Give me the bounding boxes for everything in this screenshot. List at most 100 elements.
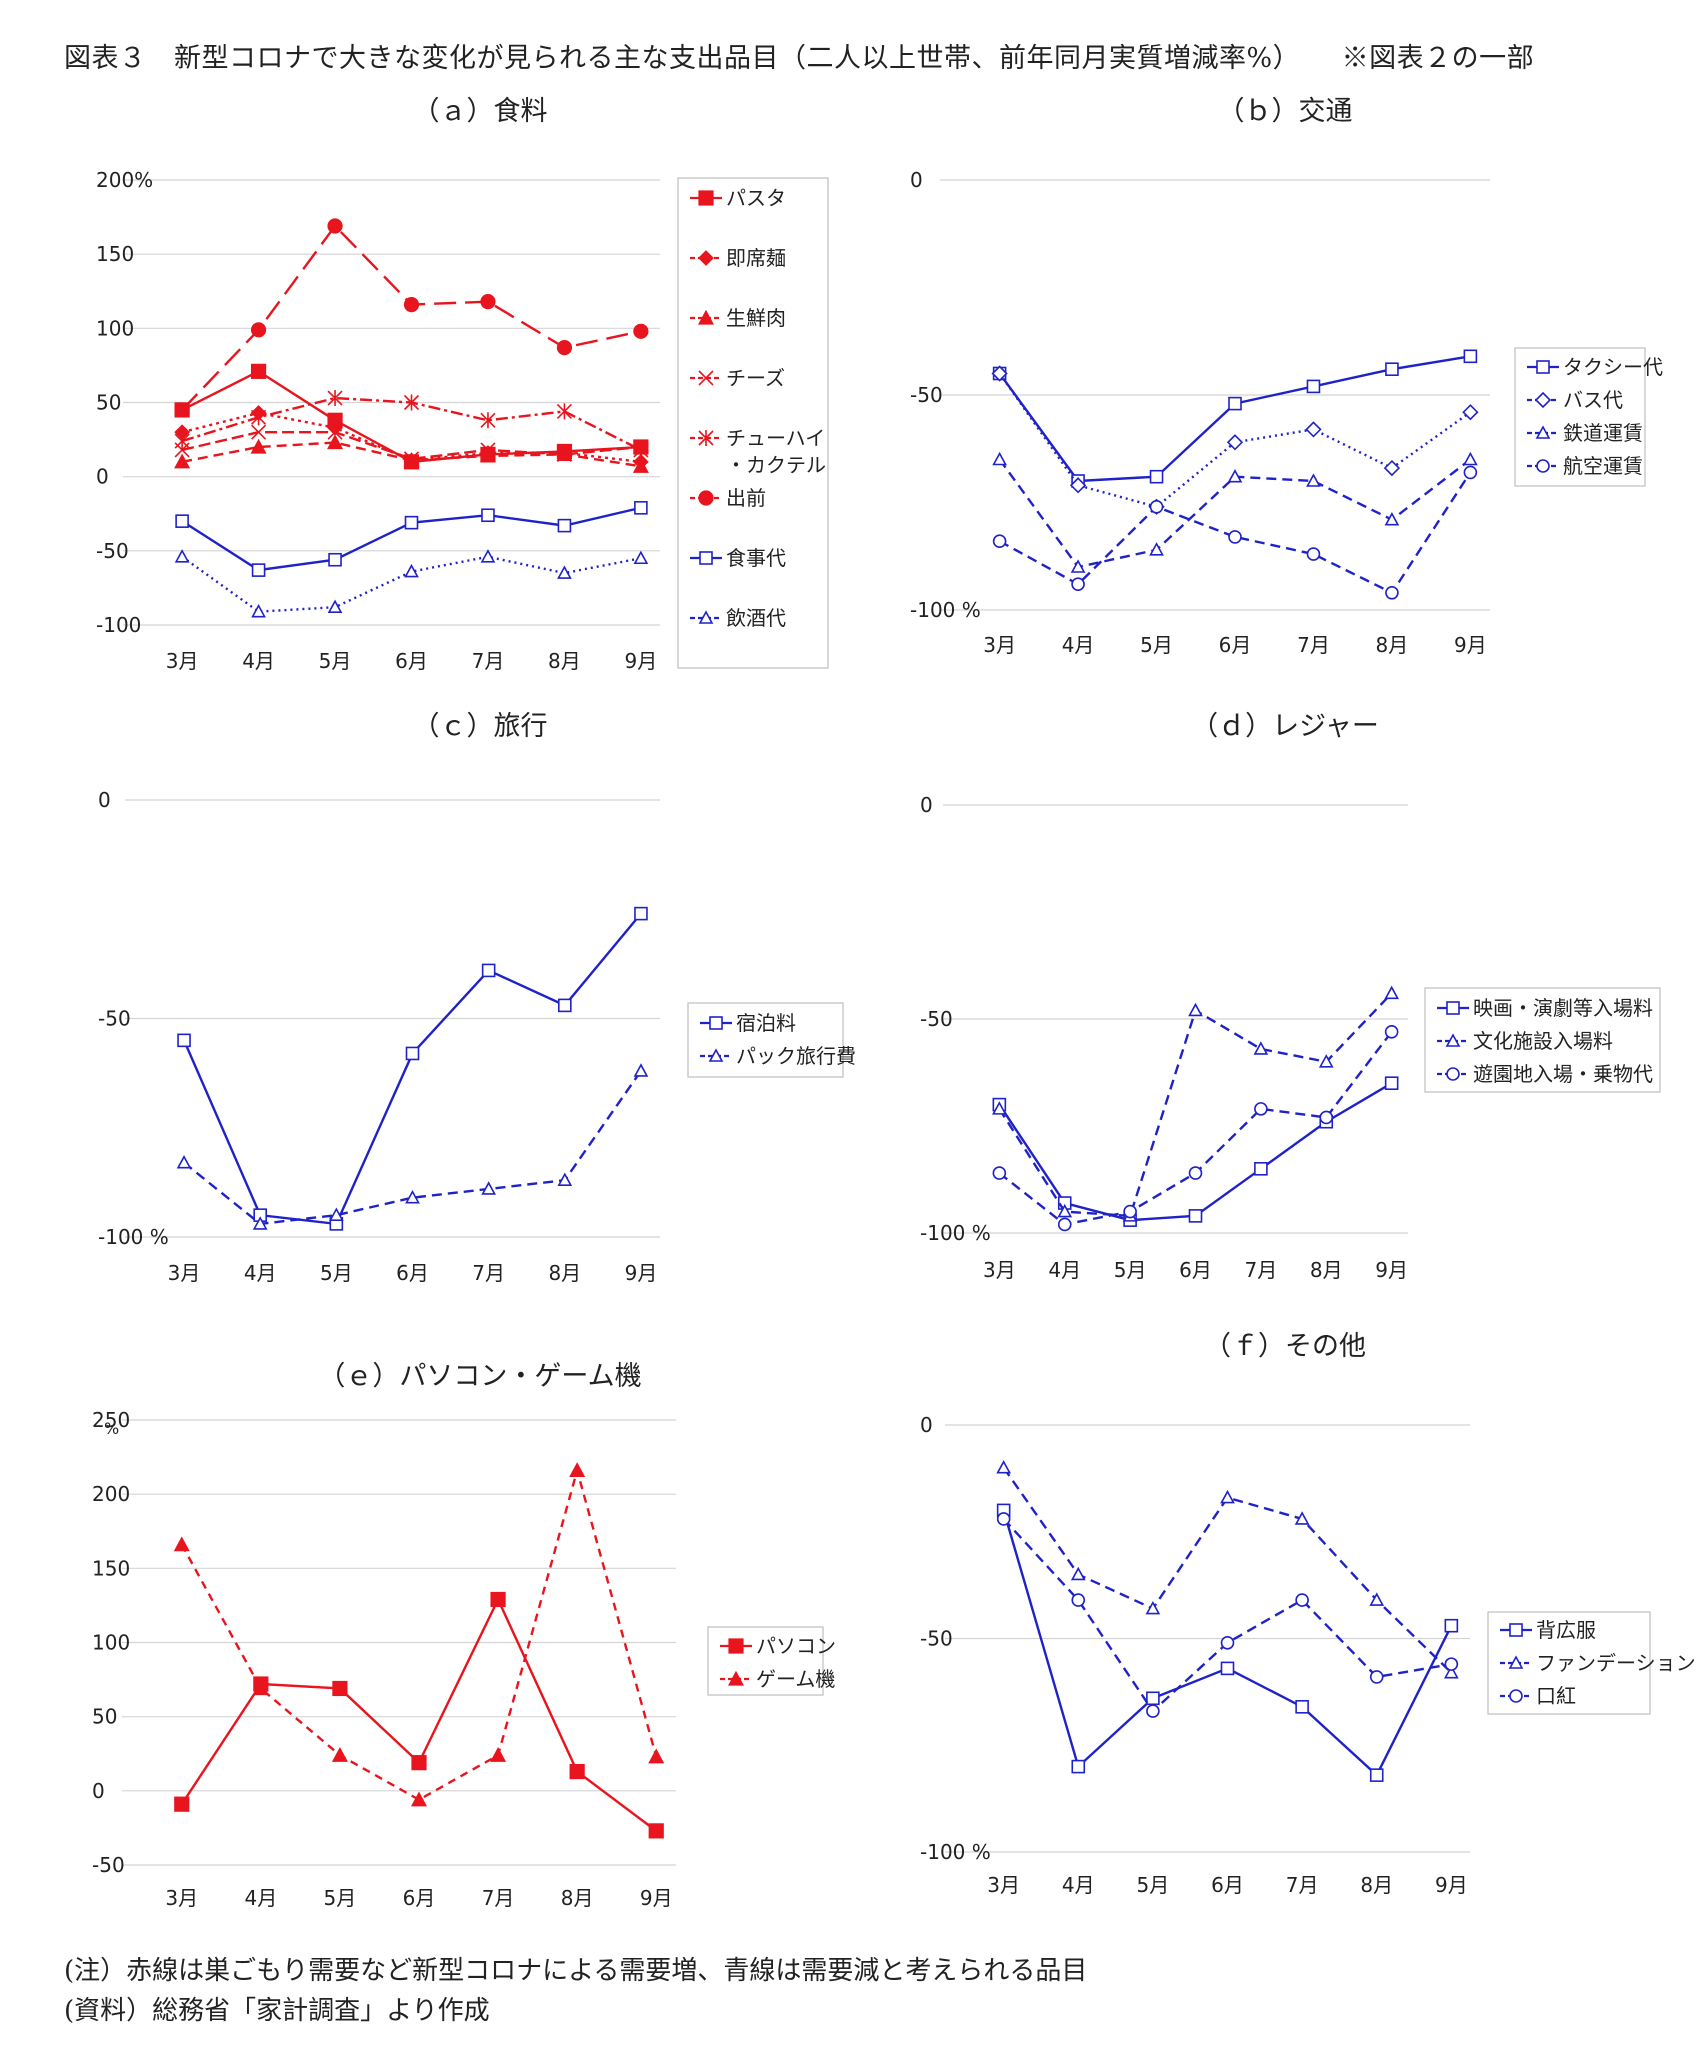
- data-point: [250, 363, 267, 379]
- legend-label: ゲーム機: [756, 1667, 835, 1691]
- x-tick-label: 7月: [1245, 1258, 1278, 1282]
- data-point: [1369, 1592, 1385, 1606]
- data-point: [327, 599, 343, 614]
- legend-label: チューハイ: [726, 426, 825, 450]
- series-line: [180, 1465, 658, 1802]
- data-point: [1220, 1661, 1235, 1676]
- data-point: [633, 550, 649, 565]
- data-point: [327, 424, 343, 440]
- figure-source: (資料）総務省「家計調査」より作成: [64, 1996, 490, 2026]
- legend-marker: [699, 551, 713, 565]
- data-point: [252, 1216, 268, 1230]
- data-point: [991, 365, 1008, 382]
- data-point: [405, 1189, 420, 1204]
- x-tick-label: 3月: [166, 649, 199, 673]
- data-point: [1383, 459, 1401, 477]
- y-tick-label: -50: [98, 1007, 131, 1031]
- data-point: [1149, 499, 1164, 514]
- x-tick-label: 9月: [1435, 1873, 1468, 1897]
- data-point: [648, 1823, 664, 1839]
- y-tick-label: -100 %: [910, 598, 981, 622]
- data-point: [174, 1796, 190, 1812]
- legend-label: 飲酒代: [726, 606, 786, 630]
- x-tick-label: 6月: [1219, 633, 1252, 657]
- legend-label: タクシー代: [1563, 355, 1663, 379]
- x-tick-label: 9月: [1454, 633, 1487, 657]
- legend-label: 遊園地入場・乗物代: [1473, 1062, 1653, 1086]
- legend-label: 即席麺: [726, 246, 786, 270]
- unit-label: %: [104, 1419, 119, 1438]
- legend-marker: [698, 430, 714, 446]
- x-tick-label: 5月: [319, 649, 352, 673]
- chart-panel-b: （ｂ）交通 -100 % -50 0 3月 4月 5月 6月 7月 8月 9月 タクシー代バス代鉄道運…: [910, 96, 1663, 657]
- x-tick-label: 6月: [396, 1261, 429, 1285]
- y-tick-label: 200%: [96, 168, 153, 192]
- chart-panel-e: （ｅ）パソコン・ゲーム機 -50 0 50 100 150 200 250% 3月 4月 5月 6月 7…: [92, 1361, 836, 1910]
- data-point: [403, 451, 420, 467]
- series-line: [1002, 1518, 1452, 1713]
- data-point: [1123, 1204, 1137, 1219]
- x-tick-label: 9月: [625, 649, 658, 673]
- data-point: [633, 323, 649, 339]
- y-tick-label: 50: [96, 391, 121, 415]
- data-point: [1318, 1054, 1334, 1068]
- legend-marker: [698, 490, 714, 506]
- legend-marker: [1536, 459, 1550, 473]
- data-point: [251, 603, 266, 618]
- data-point: [1254, 1102, 1268, 1116]
- data-point: [1188, 1166, 1203, 1180]
- data-point: [404, 563, 419, 578]
- data-point: [996, 1460, 1012, 1474]
- data-point: [403, 394, 420, 411]
- data-point: [1294, 1511, 1310, 1525]
- legend-marker: [709, 1016, 723, 1030]
- data-point: [1071, 1759, 1086, 1774]
- legend-marker: [1508, 1655, 1524, 1669]
- data-point: [173, 1536, 190, 1552]
- data-point: [1228, 530, 1242, 544]
- series-line: [998, 992, 1393, 1218]
- data-point: [1220, 1489, 1235, 1504]
- legend-box: [707, 1626, 824, 1696]
- legend-label: 鉄道運賃: [1563, 421, 1643, 445]
- data-point: [251, 563, 266, 577]
- chart-title: （ａ）食料: [413, 96, 548, 127]
- data-point: [1253, 1041, 1269, 1055]
- data-point: [174, 402, 190, 418]
- x-tick-label: 5月: [1140, 633, 1173, 657]
- x-tick-label: 3月: [165, 1886, 198, 1910]
- data-point: [250, 438, 267, 454]
- chart-title: （ｆ）その他: [1204, 1331, 1366, 1362]
- y-tick-label: 50: [92, 1705, 117, 1729]
- data-point: [1070, 1566, 1086, 1581]
- x-tick-label: 8月: [548, 649, 581, 673]
- x-tick-label: 4月: [1062, 1873, 1095, 1897]
- x-tick-label: 5月: [320, 1261, 353, 1285]
- data-point: [175, 514, 189, 528]
- x-tick-label: 5月: [324, 1886, 357, 1910]
- x-tick-label: 9月: [625, 1261, 658, 1285]
- data-point: [992, 451, 1007, 466]
- data-point: [410, 1791, 428, 1807]
- y-tick-label: 200: [92, 1482, 130, 1506]
- y-tick-label: 150: [92, 1556, 130, 1580]
- x-tick-label: 5月: [1114, 1258, 1147, 1282]
- data-point: [1226, 434, 1244, 451]
- data-point: [1057, 1203, 1073, 1218]
- chart-title: （ｄ）レジャー: [1191, 711, 1379, 742]
- legend-label: ファンデーション: [1536, 1651, 1696, 1675]
- x-tick-label: 3月: [983, 1258, 1016, 1282]
- x-tick-label: 6月: [1211, 1873, 1244, 1897]
- chart-title: （ｃ）旅行: [413, 711, 548, 742]
- data-point: [1369, 1768, 1384, 1782]
- data-point: [1295, 1700, 1309, 1714]
- data-point: [480, 549, 496, 563]
- x-tick-label: 6月: [403, 1886, 436, 1910]
- y-tick-label: -50: [920, 1627, 953, 1651]
- data-point: [328, 552, 342, 567]
- x-tick-label: 8月: [1376, 633, 1409, 657]
- data-point: [481, 963, 496, 978]
- legend-label: パック旅行費: [736, 1044, 856, 1068]
- y-tick-label: 0: [920, 793, 933, 817]
- data-point: [479, 447, 496, 463]
